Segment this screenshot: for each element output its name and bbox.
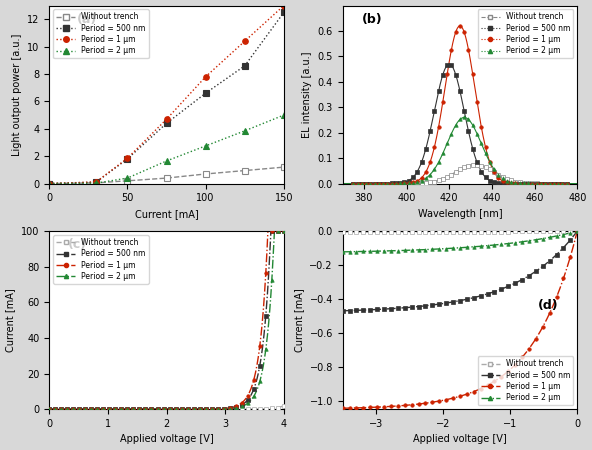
Legend: Without trench, Period = 500 nm, Period = 1 μm, Period = 2 μm: Without trench, Period = 500 nm, Period … <box>53 9 149 58</box>
Legend: Without trench, Period = 500 nm, Period = 1 μm, Period = 2 μm: Without trench, Period = 500 nm, Period … <box>53 235 149 284</box>
X-axis label: Applied voltage [V]: Applied voltage [V] <box>120 434 213 445</box>
Text: (c): (c) <box>68 238 87 251</box>
Legend: Without trench, Period = 500 nm, Period = 1 μm, Period = 2 μm: Without trench, Period = 500 nm, Period … <box>478 9 574 58</box>
X-axis label: Applied voltage [V]: Applied voltage [V] <box>413 434 507 445</box>
Y-axis label: Current [mA]: Current [mA] <box>5 288 15 352</box>
Text: (d): (d) <box>538 299 558 312</box>
Legend: Without trench, Period = 500 nm, Period = 1 μm, Period = 2 μm: Without trench, Period = 500 nm, Period … <box>478 356 574 405</box>
Text: (a): (a) <box>78 13 98 26</box>
Text: (b): (b) <box>361 13 382 26</box>
X-axis label: Wavelength [nm]: Wavelength [nm] <box>417 209 502 219</box>
Y-axis label: Current [mA]: Current [mA] <box>294 288 304 352</box>
Y-axis label: Light output power [a.u.]: Light output power [a.u.] <box>12 33 21 156</box>
Y-axis label: EL intensity [a.u.]: EL intensity [a.u.] <box>302 51 312 138</box>
X-axis label: Current [mA]: Current [mA] <box>134 209 198 219</box>
